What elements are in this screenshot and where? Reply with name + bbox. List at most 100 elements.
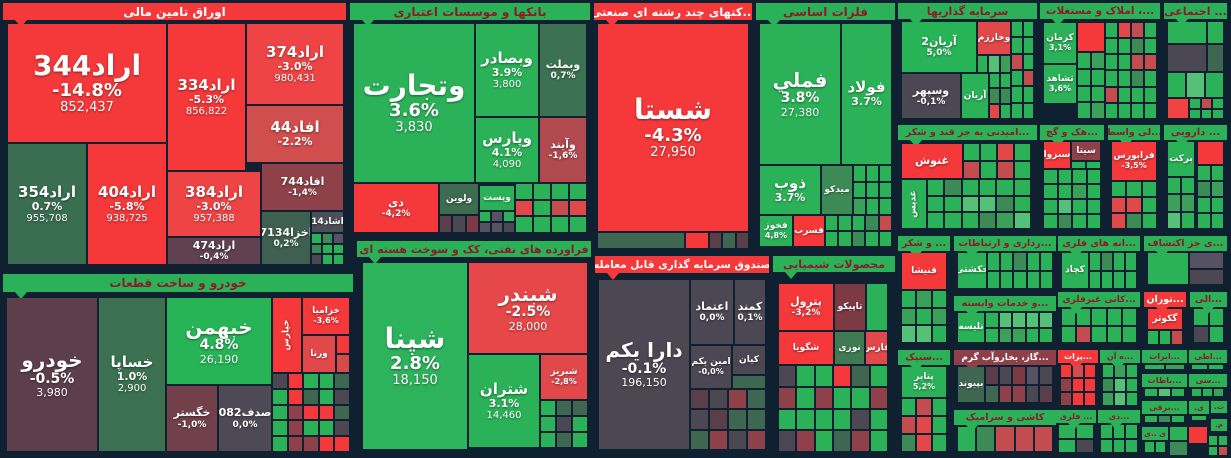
stock-tile[interactable]: تلیسه [958, 313, 984, 342]
mini-tile[interactable] [1001, 74, 1010, 88]
mini-tile[interactable] [1092, 69, 1104, 85]
mini-tile[interactable] [273, 421, 287, 436]
mini-tile[interactable] [710, 430, 727, 449]
mini-tile[interactable] [1058, 185, 1071, 198]
section-title-chemicals[interactable]: محصولات شیمیایی [773, 256, 895, 272]
mini-tile[interactable] [834, 387, 851, 408]
mini-tile[interactable] [797, 387, 814, 408]
stock-tile[interactable]: تاپیکو [835, 284, 865, 330]
section-title-cement[interactable]: ...هک و گچ [1040, 125, 1104, 140]
mini-tile[interactable] [979, 213, 996, 228]
mini-tile[interactable] [748, 390, 765, 409]
mini-tile[interactable] [1145, 416, 1157, 422]
mini-tile[interactable] [870, 366, 887, 386]
mini-tile[interactable] [1012, 22, 1022, 37]
section-title-telecom[interactable]: ...ابرات [1142, 350, 1187, 363]
mini-tile[interactable] [1077, 425, 1093, 438]
mini-tile[interactable] [573, 433, 587, 447]
mini-tile[interactable] [1085, 365, 1095, 377]
mini-tile[interactable] [691, 430, 708, 449]
mini-tile[interactable] [516, 217, 532, 232]
mini-tile[interactable] [1189, 427, 1207, 443]
stock-tile[interactable]: شتران 3.1% 14,460 [469, 355, 539, 447]
mini-tile[interactable] [1013, 367, 1025, 384]
mini-tile[interactable] [870, 409, 887, 430]
stock-tile[interactable]: کیان [733, 346, 765, 374]
stock-tile[interactable]: فسرب [794, 216, 824, 246]
section-title-metals[interactable]: فلزات اساسی [756, 3, 895, 20]
stock-tile[interactable]: دی -4,2% [354, 184, 438, 232]
mini-tile[interactable] [988, 271, 1000, 288]
stock-tile[interactable]: غدیس [902, 180, 926, 228]
mini-tile[interactable] [1145, 87, 1156, 102]
mini-tile[interactable] [1092, 103, 1104, 118]
mini-tile[interactable] [304, 374, 318, 388]
mini-tile[interactable] [1112, 214, 1126, 228]
mini-tile[interactable] [1208, 365, 1223, 369]
stock-tile[interactable]: خودرو -0.5% 3,980 [7, 298, 97, 451]
mini-tile[interactable] [1000, 56, 1010, 72]
section-title-electrical-machinery[interactable]: ...برقی [1142, 401, 1187, 414]
section-title-misc-m[interactable]: م. [1211, 419, 1227, 431]
stock-tile[interactable]: میدکو [822, 166, 852, 214]
mini-tile[interactable] [1190, 109, 1200, 118]
section-title-auto[interactable]: خودرو و ساخت قطعات [3, 274, 353, 292]
mini-tile[interactable] [1062, 326, 1076, 342]
mini-tile[interactable] [1087, 170, 1100, 183]
stock-tile[interactable]: اخزا71340,2% [262, 212, 310, 264]
mini-tile[interactable] [1145, 23, 1156, 38]
stock-tile[interactable]: وبملت 0,7% [540, 24, 586, 116]
mini-tile[interactable] [1092, 86, 1104, 102]
mini-tile[interactable] [337, 336, 349, 353]
mini-tile[interactable] [1103, 393, 1113, 405]
mini-tile[interactable] [852, 366, 869, 386]
mini-tile[interactable] [932, 326, 946, 342]
mini-tile[interactable] [1085, 393, 1095, 405]
mini-tile[interactable] [1211, 214, 1223, 228]
mini-tile[interactable] [997, 180, 1013, 195]
mini-tile[interactable] [999, 313, 1012, 327]
mini-tile[interactable] [1027, 271, 1039, 288]
mini-tile[interactable] [1219, 436, 1227, 445]
mini-tile[interactable] [516, 200, 532, 216]
mini-tile[interactable] [1209, 309, 1223, 325]
mini-tile[interactable] [1201, 99, 1212, 108]
mini-tile[interactable] [1013, 313, 1025, 327]
mini-tile[interactable] [1209, 446, 1217, 455]
mini-tile[interactable] [981, 144, 996, 160]
stock-tile[interactable] [686, 233, 708, 248]
section-title-pharma[interactable]: ... دارویی [1164, 125, 1227, 140]
mini-tile[interactable] [1078, 53, 1090, 68]
mini-tile[interactable] [902, 308, 916, 325]
mini-tile[interactable] [1073, 185, 1086, 198]
mini-tile[interactable] [1106, 71, 1117, 86]
mini-tile[interactable] [691, 410, 708, 429]
mini-tile[interactable] [691, 390, 708, 409]
mini-tile[interactable] [932, 291, 946, 307]
mini-tile[interactable] [990, 74, 999, 88]
mini-tile[interactable] [1090, 253, 1100, 270]
mini-tile[interactable] [880, 166, 891, 181]
mini-tile[interactable] [312, 255, 321, 264]
mini-tile[interactable] [1132, 23, 1143, 38]
mini-tile[interactable] [1126, 253, 1136, 270]
section-title-financial-misc[interactable]: ...الی [1190, 292, 1227, 307]
section-title-rubber[interactable]: ...ستیک [898, 350, 950, 365]
stock-tile[interactable]: اراد354 0.7% 955,708 [8, 144, 86, 264]
mini-tile[interactable] [880, 182, 891, 198]
stock-tile[interactable]: خزامیا -3,6% [303, 298, 349, 334]
mini-tile[interactable] [1194, 309, 1208, 325]
mini-tile[interactable] [852, 409, 869, 430]
mini-tile[interactable] [1168, 178, 1180, 194]
mini-tile[interactable] [902, 399, 916, 415]
mini-tile[interactable] [879, 216, 891, 230]
mini-tile[interactable] [986, 367, 998, 384]
mini-tile[interactable] [917, 308, 931, 325]
mini-tile[interactable] [1058, 215, 1071, 228]
mini-tile[interactable] [1119, 103, 1130, 118]
mini-tile[interactable] [1192, 389, 1201, 396]
section-title-equipment[interactable]: ...یزات [1058, 350, 1098, 363]
mini-tile[interactable] [1078, 86, 1090, 102]
mini-tile[interactable] [815, 387, 832, 408]
mini-tile[interactable] [1087, 185, 1100, 198]
